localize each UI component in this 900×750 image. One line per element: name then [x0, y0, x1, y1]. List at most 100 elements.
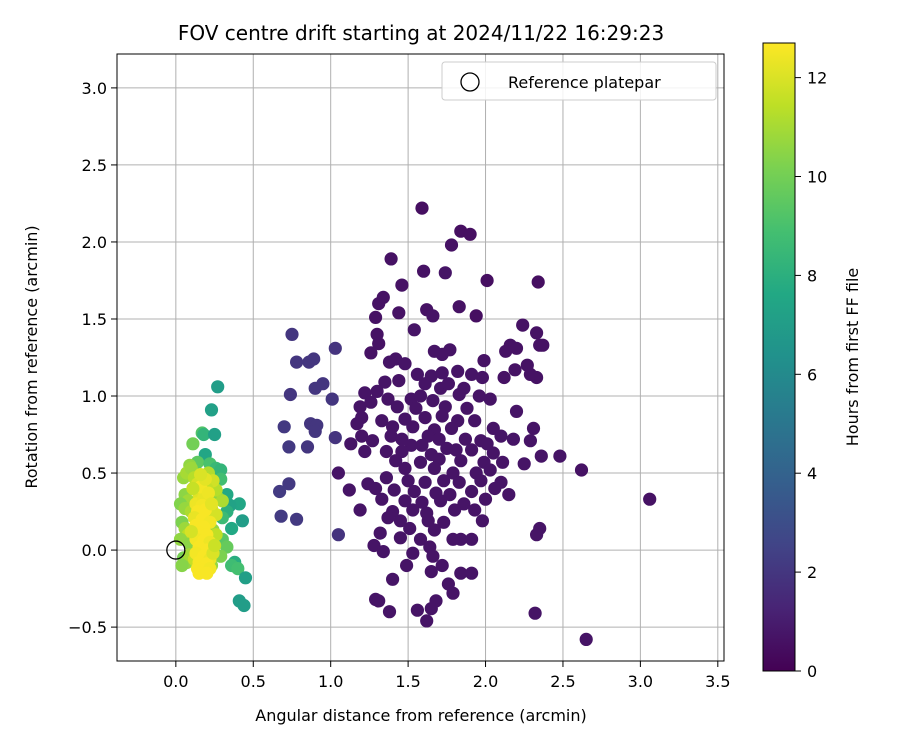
data-point: [274, 509, 288, 523]
data-point: [186, 481, 200, 496]
data-point: [406, 546, 420, 560]
y-tick-label: 2.5: [82, 156, 107, 175]
data-point: [407, 323, 421, 337]
data-point: [393, 514, 407, 528]
x-tick-label: 0.0: [163, 672, 188, 691]
data-point: [465, 532, 479, 546]
data-point: [331, 528, 345, 542]
data-point: [553, 449, 567, 463]
data-point: [392, 306, 406, 320]
legend-marker-reference: [460, 72, 480, 92]
data-point: [353, 400, 367, 414]
data-point: [441, 377, 455, 391]
data-point: [395, 432, 409, 446]
data-point: [420, 614, 434, 628]
data-point: [372, 594, 386, 608]
data-point: [204, 403, 219, 417]
colorbar-tick-label: 10: [807, 168, 827, 187]
colorbar: [762, 42, 796, 672]
data-point: [523, 367, 538, 381]
data-point: [426, 309, 440, 323]
data-point: [200, 566, 214, 580]
x-axis-label: Angular distance from reference (arcmin): [255, 706, 586, 725]
data-point: [208, 538, 222, 553]
data-point: [277, 420, 291, 434]
data-point: [373, 526, 387, 540]
data-point: [175, 558, 189, 573]
colorbar-tick-label: 2: [807, 563, 817, 582]
y-tick-label: 3.0: [82, 79, 107, 98]
data-point: [355, 429, 369, 443]
data-point: [643, 492, 657, 506]
data-point: [282, 440, 296, 454]
data-point: [463, 227, 477, 241]
data-point: [475, 514, 489, 528]
x-tick-label: 1.0: [318, 672, 343, 691]
data-point: [404, 438, 418, 452]
data-point: [392, 374, 406, 388]
data-point: [342, 483, 356, 497]
data-point: [290, 512, 304, 526]
y-tick-label: 0.5: [82, 464, 107, 483]
data-point: [435, 558, 449, 573]
data-point: [460, 401, 474, 415]
data-point: [194, 468, 208, 482]
data-point: [426, 394, 440, 408]
data-point: [300, 440, 315, 454]
data-point: [215, 494, 229, 508]
data-point: [290, 355, 304, 369]
data-point: [424, 602, 438, 616]
data-point: [435, 366, 449, 380]
data-point: [325, 392, 339, 406]
data-point: [358, 444, 372, 459]
data-point: [413, 389, 428, 403]
data-point: [201, 486, 215, 500]
y-tick-label: −0.5: [68, 618, 107, 637]
data-point: [534, 449, 548, 463]
colorbar-tick-label: 0: [807, 662, 817, 681]
data-points: [173, 201, 657, 647]
data-point: [381, 392, 395, 406]
data-point: [474, 474, 488, 488]
data-point: [523, 434, 538, 448]
data-point: [465, 443, 479, 457]
data-point: [418, 411, 432, 425]
data-point: [376, 545, 390, 559]
data-point: [465, 367, 479, 381]
data-point: [517, 457, 531, 471]
data-point: [413, 455, 428, 469]
data-point: [413, 532, 428, 546]
data-point: [437, 515, 451, 529]
y-axis-label: Rotation from reference (arcmin): [22, 225, 41, 488]
data-point: [369, 310, 383, 324]
data-point: [384, 429, 398, 443]
data-point: [451, 364, 465, 378]
data-point: [530, 326, 544, 340]
data-point: [370, 384, 384, 398]
data-point: [438, 266, 452, 280]
data-point: [531, 275, 545, 289]
data-point: [282, 477, 296, 491]
data-point: [458, 432, 472, 446]
data-point: [457, 497, 471, 511]
x-tick-label: 2.0: [473, 672, 498, 691]
data-point: [384, 252, 398, 266]
x-tick-label: 2.5: [550, 672, 575, 691]
data-point: [424, 565, 438, 579]
data-point: [452, 300, 466, 314]
data-point: [400, 558, 414, 573]
data-point: [432, 432, 446, 446]
data-point: [407, 484, 421, 499]
y-tick-label: 0.0: [82, 541, 107, 560]
data-point: [443, 488, 457, 502]
data-point: [237, 598, 251, 613]
data-point: [509, 341, 524, 355]
data-point: [426, 549, 440, 563]
data-point: [372, 337, 386, 351]
data-point: [435, 409, 449, 423]
data-point: [526, 421, 541, 435]
data-point: [403, 521, 417, 536]
data-point: [328, 431, 342, 445]
data-point: [480, 273, 494, 288]
data-point: [344, 437, 358, 451]
